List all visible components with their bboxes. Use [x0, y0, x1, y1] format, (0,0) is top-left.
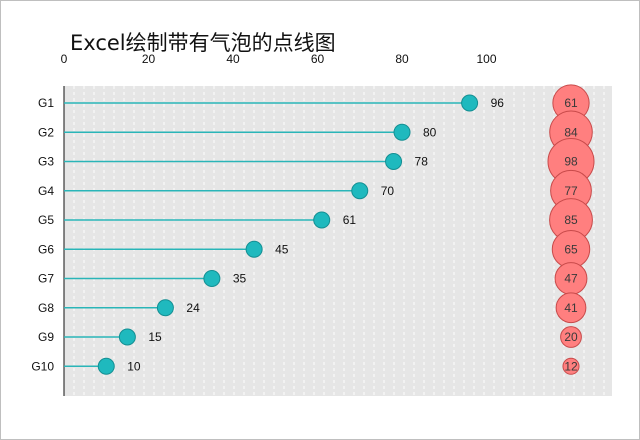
data-point: [351, 182, 369, 200]
data-label: 45: [275, 242, 289, 256]
bubble: [560, 326, 582, 348]
bubble-label: 47: [564, 272, 578, 286]
data-label: 10: [127, 359, 141, 373]
category-label: G7: [38, 272, 54, 286]
category-label: G2: [38, 125, 54, 139]
category-label: G3: [38, 155, 54, 169]
gridlines: [73, 86, 605, 396]
category-label: G9: [38, 330, 54, 344]
bubble-label: 20: [564, 330, 578, 344]
bubble-label: 85: [564, 213, 578, 227]
data-label: 70: [381, 184, 395, 198]
data-point: [313, 211, 331, 229]
data-label: 96: [491, 96, 505, 110]
data-label: 24: [186, 301, 200, 315]
data-point: [393, 123, 411, 141]
data-label: 61: [343, 213, 357, 227]
data-label: 78: [415, 155, 429, 169]
data-point: [118, 328, 136, 346]
x-tick-label: 100: [476, 52, 496, 66]
category-label: G8: [38, 301, 54, 315]
x-axis-ticks: 0 20 40 60 80 100: [61, 52, 497, 66]
bubble: [562, 357, 580, 375]
chart-title: Excel绘制带有气泡的点线图: [70, 31, 336, 55]
data-label: 35: [233, 272, 247, 286]
bubbles: 61 84 98 77 85 65 47 41 20 12: [547, 84, 595, 375]
category-label: G1: [38, 96, 54, 110]
data-point: [156, 299, 174, 317]
plot-area: [64, 86, 612, 396]
data-point: [245, 240, 263, 258]
x-tick-label: 60: [311, 52, 325, 66]
bubble-label: 98: [564, 155, 578, 169]
data-label: 80: [423, 125, 437, 139]
category-label: G6: [38, 242, 54, 256]
bubble-label: 12: [564, 359, 578, 373]
bubble: [555, 292, 587, 324]
data-label: 15: [148, 330, 162, 344]
x-tick-label: 40: [226, 52, 240, 66]
x-tick-label: 20: [142, 52, 156, 66]
data-point: [385, 153, 403, 170]
category-label: G5: [38, 213, 54, 227]
data-point: [97, 357, 115, 375]
category-label: G4: [38, 184, 54, 198]
bubble-label: 61: [564, 96, 578, 110]
data-point: [461, 94, 479, 112]
data-rows: G1 96 G2 80 G3 78 G4 70 G5 61 G6 45 G7 35 G8 24 G9 15 G10 1…: [31, 94, 505, 375]
category-label: G10: [31, 359, 54, 373]
data-point: [203, 270, 221, 287]
x-tick-label: 80: [395, 52, 409, 66]
bubble-label: 65: [564, 242, 578, 256]
bubble-label: 84: [564, 125, 578, 139]
x-tick-label: 0: [61, 52, 68, 66]
bubble-label: 77: [564, 184, 578, 198]
bubble-label: 41: [564, 301, 578, 315]
